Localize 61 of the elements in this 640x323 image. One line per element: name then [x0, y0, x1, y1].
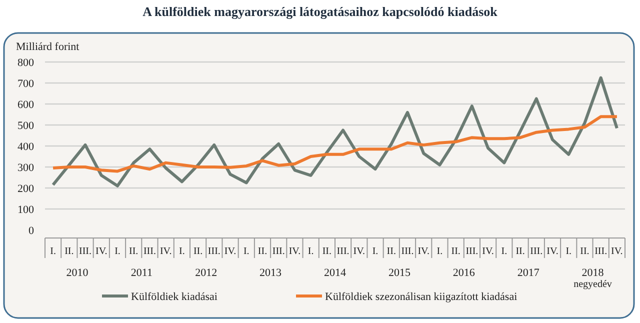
text: 2018 — [582, 267, 604, 279]
x-tick-label: I. — [501, 246, 508, 257]
x-tick-label: I. — [566, 246, 572, 257]
legend-label: Külföldiek kiadásai — [131, 291, 218, 303]
text: 2017 — [517, 267, 540, 279]
text: 2015 — [388, 267, 411, 279]
text: 2012 — [195, 267, 218, 279]
y-tick-label: 600 — [18, 99, 34, 111]
x-tick-label: I. — [50, 246, 56, 257]
x-tick-label: II. — [258, 246, 268, 257]
text: 2016 — [452, 267, 476, 279]
y-tick-label: 800 — [18, 57, 34, 69]
x-tick-label: IV. — [611, 246, 623, 257]
x-tick-label: I. — [436, 246, 443, 257]
x-tick-label: II. — [193, 246, 203, 257]
line-series — [52, 76, 618, 188]
x-tick-label: IV. — [224, 246, 236, 257]
legend-label: Külföldiek szezonálisan kiigazított kiadásai — [325, 291, 518, 303]
x-tick-label: II. — [129, 246, 138, 257]
x-tick-label: II. — [64, 246, 74, 257]
y-tick-label: 500 — [18, 120, 34, 132]
text: 2010 — [66, 267, 89, 279]
x-tick-label: II. — [580, 246, 590, 257]
x-tick-label: I. — [179, 246, 185, 257]
text: 2014 — [324, 267, 346, 279]
x-tick-label: III. — [530, 246, 543, 257]
y-tick-label: 0 — [28, 225, 34, 237]
x-tick-label: IV. — [418, 246, 430, 257]
x-tick-label: I. — [114, 246, 120, 257]
x-tick-label: IV. — [160, 246, 172, 257]
x-tick-label: II. — [516, 246, 525, 257]
x-tick-label: III. — [401, 246, 414, 257]
x-tick-label: IV. — [353, 246, 366, 257]
x-tick-label: III. — [208, 246, 220, 257]
x-tick-label: IV. — [482, 246, 494, 257]
x-tick-label: I. — [308, 246, 314, 257]
x-tick-label: I. — [372, 246, 378, 257]
x-tick-label: III. — [594, 246, 608, 257]
x-tick-label: III. — [466, 246, 478, 257]
x-tick-label: I. — [243, 246, 250, 257]
chart-title: A külföldiek magyarországi látogatásaihoz kapcsolódó kiadások — [142, 4, 498, 19]
x-tick-label: IV. — [546, 246, 558, 257]
text: 2013 — [260, 267, 282, 279]
text: 2011 — [130, 267, 152, 279]
x-tick-label: III. — [272, 246, 285, 257]
x-tick-label: III. — [79, 246, 92, 257]
y-tick-label: 200 — [18, 183, 34, 195]
x-tick-label: II. — [386, 246, 396, 257]
x-tick-label: III. — [143, 246, 156, 257]
x-tick-label: IV. — [288, 246, 301, 257]
x-tick-label: II. — [451, 246, 460, 257]
x-tick-label: III. — [336, 246, 350, 257]
y-axis-title: Milliárd forint — [16, 41, 80, 53]
line-series — [52, 115, 618, 173]
y-tick-label: 400 — [18, 141, 34, 153]
y-tick-label: 300 — [18, 162, 34, 174]
x-tick-label: IV. — [96, 246, 108, 257]
text: negyedév — [574, 279, 612, 290]
y-tick-label: 700 — [18, 78, 34, 90]
x-tick-label: II. — [322, 246, 332, 257]
y-tick-label: 100 — [18, 204, 34, 216]
